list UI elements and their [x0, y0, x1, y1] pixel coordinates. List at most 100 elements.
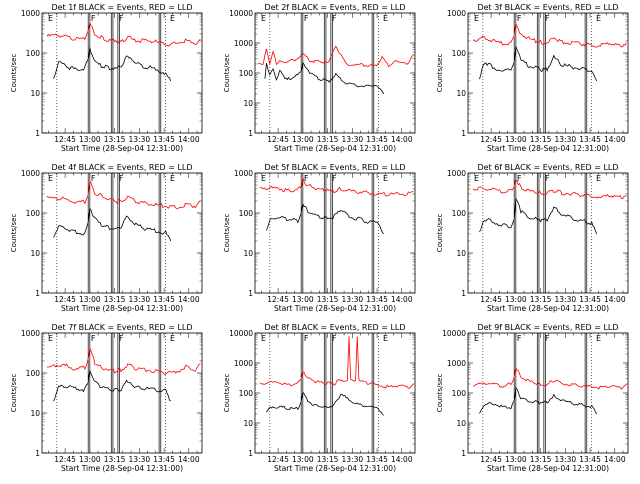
- panel-title: Det 3f BLACK = Events, RED = LLD: [477, 3, 618, 12]
- panel-title: Det 4f BLACK = Events, RED = LLD: [51, 163, 192, 172]
- x-tick-label: 13:15: [530, 135, 552, 144]
- marker-label: E: [596, 14, 601, 23]
- series-red-line: [472, 22, 627, 48]
- x-axis-label: Start Time (28-Sep-04 12:31:00): [487, 464, 609, 473]
- y-tick-label: 1: [35, 289, 40, 298]
- series-red-line: [46, 347, 201, 375]
- x-tick-label: 13:00: [505, 455, 527, 464]
- marker-label: E: [474, 14, 479, 23]
- panel-1: Det 1f BLACK = Events, RED = LLD E F F E 1 10 1…: [10, 3, 203, 153]
- x-tick-label: 13:30: [129, 135, 151, 144]
- x-axis-label: Start Time (28-Sep-04 12:31:00): [274, 144, 396, 153]
- x-tick-label: 12:45: [267, 455, 289, 464]
- series-black-line: [479, 46, 598, 82]
- series-red-line: [259, 336, 414, 389]
- marker-label: F: [517, 14, 522, 23]
- marker-label: F: [91, 334, 96, 343]
- y-tick-label: 100: [26, 369, 41, 378]
- y-tick-label: 10000: [229, 329, 253, 338]
- x-tick-label: 13:45: [153, 455, 175, 464]
- plot-frame: [41, 172, 203, 294]
- x-tick-label: 14:00: [178, 295, 200, 304]
- x-tick-label: 12:45: [54, 295, 76, 304]
- y-tick-label: 1000: [234, 169, 253, 178]
- x-axis-label: Start Time (28-Sep-04 12:31:00): [487, 144, 609, 153]
- x-tick-label: 12:45: [480, 295, 502, 304]
- series-red-line: [259, 177, 414, 197]
- y-tick-label: 1: [248, 129, 253, 138]
- x-axis-label: Start Time (28-Sep-04 12:31:00): [274, 464, 396, 473]
- plot-frame: [467, 172, 629, 294]
- panel-7: Det 7f BLACK = Events, RED = LLD E F F E 1 10 1…: [10, 323, 203, 473]
- marker-label: E: [383, 14, 388, 23]
- marker-label: F: [545, 14, 550, 23]
- x-tick-label: 13:00: [292, 295, 314, 304]
- series-black-line: [266, 202, 384, 235]
- marker-label: F: [517, 334, 522, 343]
- x-tick-label: 14:00: [604, 455, 626, 464]
- y-tick-label: 1: [35, 449, 40, 458]
- y-tick-label: 1: [248, 449, 253, 458]
- x-tick-label: 13:00: [292, 455, 314, 464]
- x-tick-label: 13:30: [342, 135, 364, 144]
- y-tick-label: 1: [461, 129, 466, 138]
- y-tick-label: 1000: [21, 169, 40, 178]
- x-axis-label: Start Time (28-Sep-04 12:31:00): [274, 304, 396, 313]
- series-red-line: [46, 179, 201, 210]
- x-tick-label: 14:00: [391, 135, 413, 144]
- x-tick-label: 13:30: [342, 295, 364, 304]
- plot-frame: [467, 12, 629, 134]
- series-red-line: [258, 45, 414, 68]
- marker-label: F: [91, 14, 96, 23]
- y-tick-label: 1000: [21, 9, 40, 18]
- marker-label: E: [170, 14, 175, 23]
- y-axis-label: Counts/sec: [10, 374, 18, 413]
- x-tick-label: 14:00: [604, 295, 626, 304]
- x-tick-label: 14:00: [604, 135, 626, 144]
- y-axis-label: Counts/sec: [223, 214, 231, 253]
- panel-title: Det 7f BLACK = Events, RED = LLD: [51, 323, 192, 332]
- x-tick-label: 13:30: [129, 295, 151, 304]
- x-tick-label: 13:15: [104, 135, 126, 144]
- x-tick-label: 12:45: [267, 135, 289, 144]
- marker-label: E: [170, 334, 175, 343]
- y-tick-label: 1000: [21, 329, 40, 338]
- y-axis-label: Counts/sec: [436, 374, 444, 413]
- y-tick-label: 1000: [234, 39, 253, 48]
- marker-label: E: [261, 14, 266, 23]
- x-axis-label: Start Time (28-Sep-04 12:31:00): [61, 464, 183, 473]
- x-tick-label: 13:15: [530, 295, 552, 304]
- x-tick-label: 13:45: [153, 295, 175, 304]
- x-tick-label: 13:45: [366, 455, 388, 464]
- marker-label: F: [91, 174, 96, 183]
- panel-6: Det 6f BLACK = Events, RED = LLD E F F E 1 10 1…: [436, 163, 629, 313]
- panel-title: Det 8f BLACK = Events, RED = LLD: [264, 323, 405, 332]
- y-tick-label: 100: [239, 209, 254, 218]
- marker-label: E: [48, 14, 53, 23]
- marker-label: E: [48, 174, 53, 183]
- panel-title: Det 9f BLACK = Events, RED = LLD: [477, 323, 618, 332]
- marker-label: F: [119, 334, 124, 343]
- marker-label: F: [545, 334, 550, 343]
- y-axis-label: Counts/sec: [436, 214, 444, 253]
- panel-4: Det 4f BLACK = Events, RED = LLD E F F E 1 10 1…: [10, 163, 203, 313]
- y-tick-label: 1000: [447, 169, 466, 178]
- x-axis-label: Start Time (28-Sep-04 12:31:00): [487, 304, 609, 313]
- y-tick-label: 10: [243, 99, 253, 108]
- panel-5: Det 5f BLACK = Events, RED = LLD E F F E 1 10 1…: [223, 163, 416, 313]
- x-tick-label: 13:15: [104, 295, 126, 304]
- marker-label: F: [545, 174, 550, 183]
- series-black-line: [264, 61, 385, 95]
- marker-label: F: [304, 334, 309, 343]
- x-tick-label: 13:30: [555, 135, 577, 144]
- series-black-line: [53, 207, 172, 242]
- plot-frame: [254, 332, 416, 454]
- y-tick-label: 100: [239, 389, 254, 398]
- marker-label: E: [474, 174, 479, 183]
- marker-label: F: [304, 14, 309, 23]
- y-tick-label: 100: [452, 389, 467, 398]
- y-axis-label: Counts/sec: [10, 214, 18, 253]
- series-black-line: [53, 369, 171, 402]
